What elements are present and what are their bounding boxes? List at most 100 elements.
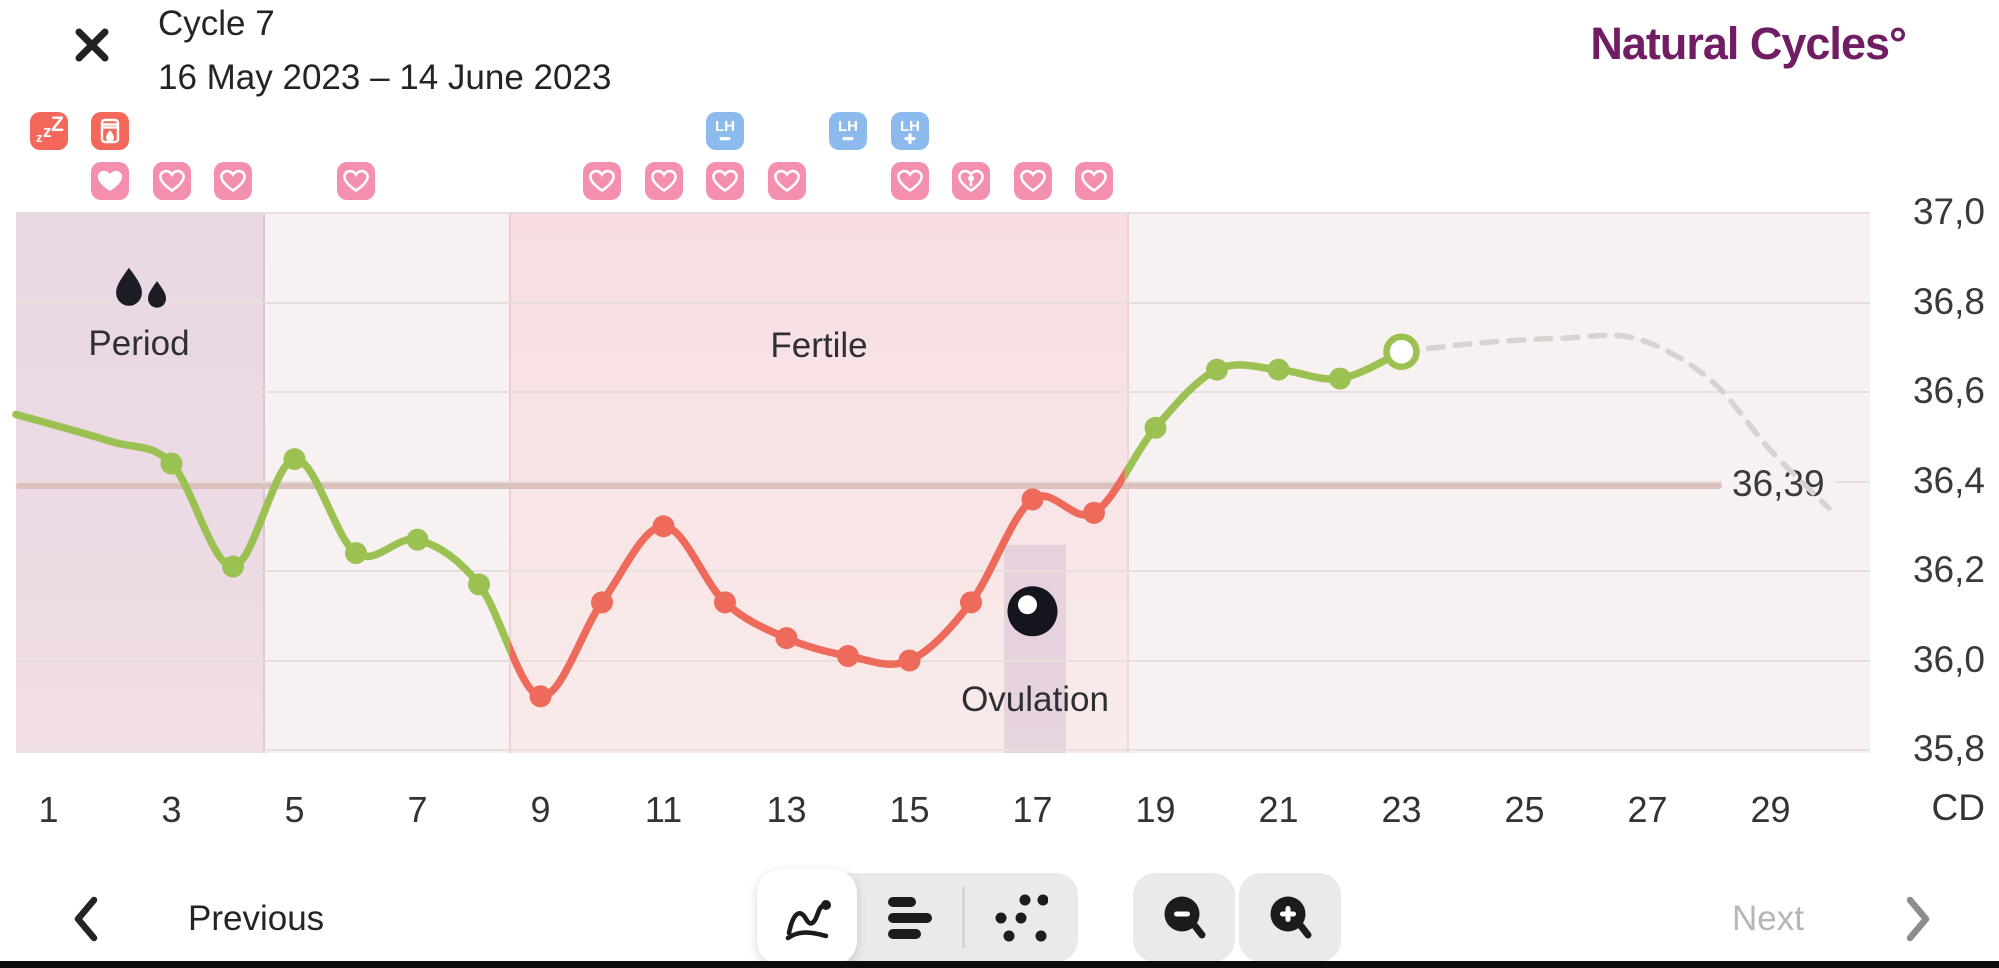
temp-dot-day-22[interactable] [1329, 367, 1351, 390]
previous-label[interactable]: Previous [188, 899, 325, 938]
sleep-deviation-icon: z z Z [29, 112, 68, 150]
sex-heart-outline-icon [337, 162, 375, 200]
ovulation-marker-icon [1007, 586, 1058, 637]
temp-dot-day-19[interactable] [1144, 416, 1167, 439]
chevron-right-icon [1906, 896, 1930, 942]
day-tick-label-1: 1 [38, 789, 59, 830]
day-tick-label-25: 25 [1504, 789, 1545, 830]
temp-dot-day-13[interactable] [775, 627, 798, 650]
zoom-in-icon[interactable] [1239, 873, 1341, 962]
sex-heart-outline-icon [583, 162, 621, 200]
temp-dot-day-11[interactable] [652, 515, 675, 538]
close-button[interactable] [68, 21, 116, 69]
gridline-36,6 [16, 391, 1870, 393]
next-button[interactable] [1898, 893, 1938, 945]
sex-heart-outline-icon [644, 162, 683, 200]
day-tick-label-23: 23 [1381, 789, 1422, 830]
gridline-37,0 [16, 212, 1870, 214]
temp-dot-day-6[interactable] [345, 542, 367, 565]
gridline-36,8 [16, 301, 1870, 304]
gridline-35,8 [16, 749, 1870, 751]
temp-dot-day-20[interactable] [1206, 358, 1228, 381]
temp-dot-day-17[interactable] [1021, 488, 1044, 511]
ovulation-region [1004, 545, 1066, 753]
temp-dot-day-21[interactable] [1267, 358, 1290, 381]
temp-dot-day-15[interactable] [898, 649, 921, 672]
temp-dot-day-4[interactable] [222, 555, 244, 578]
temp-dot-day-8[interactable] [468, 573, 490, 596]
lh-negative-test-icon: LH [829, 112, 867, 150]
close-icon [75, 28, 109, 62]
coverline [16, 483, 1722, 489]
period-label: Period [88, 324, 190, 363]
y-tick-label: 37,0 [1912, 191, 1985, 232]
lh-negative-test-icon: LH [706, 112, 744, 150]
y-tick-label: 35,8 [1912, 728, 1985, 769]
sex-heart-outline-icon [214, 162, 252, 200]
svg-text:LH: LH [900, 118, 920, 135]
day-tick-label-11: 11 [644, 789, 683, 830]
day-tick-label-19: 19 [1135, 789, 1176, 830]
day-tick-label-15: 15 [889, 789, 930, 830]
day-tick-label-3: 3 [161, 789, 182, 830]
gridline-36,0 [16, 659, 1870, 662]
previous-button[interactable] [66, 893, 106, 945]
line-chart-toggle-selected[interactable] [757, 869, 857, 965]
fertile-label: Fertile [770, 326, 868, 365]
gridline-36,2 [16, 570, 1870, 572]
y-tick-label: 36,6 [1912, 370, 1985, 411]
temp-dot-day-18[interactable] [1083, 501, 1105, 524]
scatter-chart-icon [995, 894, 1048, 941]
temp-dot-day-12[interactable] [714, 591, 736, 614]
home-indicator-bar [0, 961, 1999, 968]
temp-dot-day-7[interactable] [406, 528, 429, 551]
sex-heart-outline-icon [152, 162, 191, 200]
sex-heart-outline-icon [1013, 162, 1052, 200]
sex-heart-outline-icon [706, 162, 744, 200]
svg-text:LH: LH [715, 118, 735, 135]
day-tick-label-13: 13 [766, 789, 807, 830]
toggle-divider [962, 887, 965, 948]
bar-chart-toggle[interactable] [878, 873, 944, 962]
sex-heart-protected-icon [952, 162, 990, 200]
svg-text:Z: Z [51, 113, 64, 136]
temp-dot-open-day-23[interactable] [1383, 333, 1420, 370]
natural-cycles-logo: Natural Cycles° [1590, 18, 1907, 69]
sex-heart-filled-icon [91, 162, 129, 200]
y-tick-label: 36,0 [1912, 638, 1985, 680]
day-tick-label-17: 17 [1012, 789, 1053, 830]
day-tick-label-29: 29 [1750, 789, 1791, 830]
sex-heart-outline-icon [1075, 162, 1113, 200]
temp-dot-day-5[interactable] [283, 448, 306, 471]
sex-heart-outline-icon [890, 162, 929, 200]
cycle-date-range: 16 May 2023 – 14 June 2023 [158, 58, 612, 97]
ovulation-label: Ovulation [961, 680, 1109, 719]
day-tick-label-21: 21 [1258, 789, 1299, 830]
day-tick-label-7: 7 [407, 789, 428, 830]
y-tick-label: 36,2 [1912, 549, 1985, 590]
svg-text:z: z [43, 122, 52, 141]
coverline-value-label: 36,39 [1722, 463, 1835, 505]
chevron-left-icon [74, 896, 98, 942]
y-tick-label: 36,8 [1912, 280, 1985, 322]
page-title: Cycle 7 [158, 4, 275, 43]
alcohol-deviation-icon [91, 112, 129, 150]
gridline-36,4 [16, 480, 1870, 483]
bar-chart-icon [888, 896, 932, 939]
zoom-out-icon[interactable] [1133, 873, 1235, 962]
temp-dot-day-9[interactable] [529, 685, 552, 708]
y-tick-label: 36,4 [1912, 459, 1985, 501]
lh-positive-test-icon: LH [890, 112, 929, 150]
day-tick-label-5: 5 [284, 789, 305, 830]
temp-dot-day-14[interactable] [837, 645, 859, 668]
x-axis-unit-label: CD [1931, 787, 1985, 828]
temp-dot-day-10[interactable] [591, 591, 613, 614]
temp-dot-day-3[interactable] [160, 452, 183, 475]
next-label[interactable]: Next [1732, 899, 1804, 938]
day-tick-label-9: 9 [530, 789, 551, 830]
scatter-chart-toggle[interactable] [988, 873, 1054, 962]
svg-text:z: z [36, 130, 43, 145]
temp-dot-day-16[interactable] [960, 591, 982, 614]
